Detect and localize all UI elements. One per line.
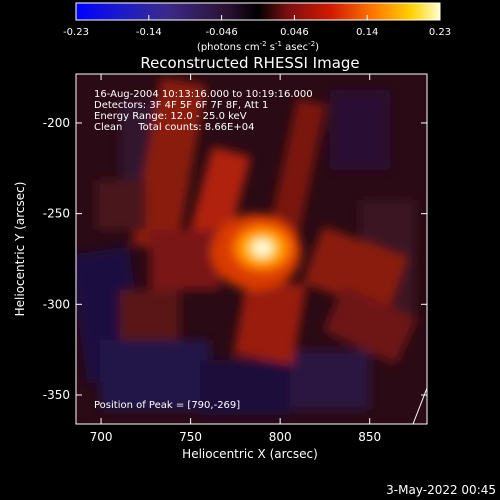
y-tick-label: -300 bbox=[43, 297, 70, 311]
info-text: 16-Aug-2004 10:13:16.000 to 10:19:16.000… bbox=[94, 89, 313, 133]
chart-title: Reconstructed RHESSI Image bbox=[140, 54, 359, 72]
colorbar-tick-label: 0.14 bbox=[356, 27, 378, 38]
colorbar-strip bbox=[75, 2, 441, 21]
peak-source bbox=[232, 224, 293, 273]
info-time-range: 16-Aug-2004 10:13:16.000 to 10:19:16.000 bbox=[94, 89, 313, 100]
y-axis-label: Heliocentric Y (arcsec) bbox=[13, 182, 27, 317]
colorbar-tick-label: 0.23 bbox=[429, 27, 451, 38]
colorbar-tick-label: -0.23 bbox=[63, 27, 89, 38]
colorbar-tick-label: -0.046 bbox=[205, 27, 237, 38]
info-clean-counts: Clean Total counts: 8.66E+04 bbox=[94, 122, 254, 133]
x-tick-label: 700 bbox=[90, 430, 113, 444]
colorbar-tick-label: -0.14 bbox=[136, 27, 162, 38]
heatmap-image bbox=[76, 74, 427, 424]
colorbar-ticks bbox=[75, 15, 441, 20]
x-axis-label: Heliocentric X (arcsec) bbox=[182, 447, 318, 461]
y-tick-label: -200 bbox=[43, 116, 70, 130]
y-tick-label: -350 bbox=[43, 388, 70, 402]
y-tick-label: -250 bbox=[43, 207, 70, 221]
info-energy-range: Energy Range: 12.0 - 25.0 keV bbox=[94, 111, 247, 122]
y-axis-ticks: -200 -250 -300 -350 bbox=[43, 116, 427, 402]
date-stamp: 3-May-2022 00:45 bbox=[386, 483, 496, 497]
heatmap-structure bbox=[76, 77, 417, 415]
plot-frame bbox=[75, 73, 428, 425]
colorbar-unit-label: (photons cm-2 s-1 asec-2) bbox=[197, 40, 319, 53]
x-tick-label: 750 bbox=[179, 430, 202, 444]
peak-position-label: Position of Peak = [790,-269] bbox=[94, 400, 240, 411]
solar-limb-line bbox=[412, 387, 427, 424]
colorbar-tick-label: 0.046 bbox=[280, 27, 309, 38]
colorbar: -0.23 -0.14 -0.046 0.046 0.14 0.23 (photons c… bbox=[63, 2, 451, 53]
x-axis-ticks: 700 750 800 850 bbox=[90, 74, 381, 444]
x-tick-label: 850 bbox=[358, 430, 381, 444]
x-tick-label: 800 bbox=[269, 430, 292, 444]
colorbar-tick-labels: -0.23 -0.14 -0.046 0.046 0.14 0.23 bbox=[63, 27, 451, 38]
info-detectors: Detectors: 3F 4F 5F 6F 7F 8F, Att 1 bbox=[94, 100, 268, 111]
